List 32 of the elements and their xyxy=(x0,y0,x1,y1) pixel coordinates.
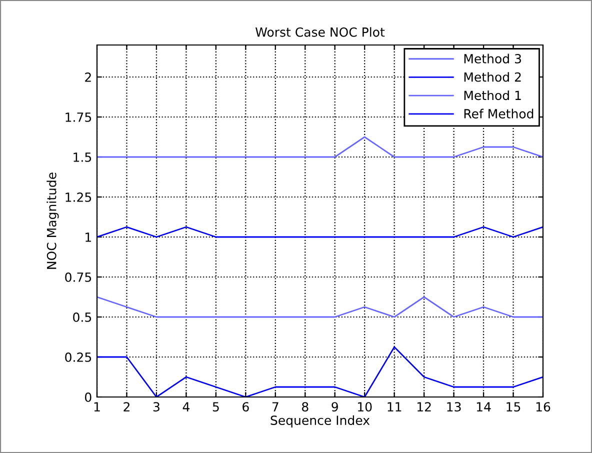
y-tick-label: 1.25 xyxy=(66,192,92,202)
y-tick-label: 0 xyxy=(85,392,92,402)
x-tick-label: 7 xyxy=(272,402,278,412)
x-tick-label: 9 xyxy=(332,402,338,412)
y-tick-label: 1.75 xyxy=(66,112,92,122)
y-tick-label: 1 xyxy=(86,232,91,242)
legend-label: Method 3 xyxy=(464,54,521,64)
legend-label: Ref Method xyxy=(464,108,534,118)
y-axis-title: NOC Magnitude xyxy=(46,172,59,269)
x-tick-label: 3 xyxy=(153,402,160,412)
legend-label: Method 1 xyxy=(464,90,521,100)
y-tick-label: 0.5 xyxy=(73,312,92,322)
chart-title: Worst Case NOC Plot xyxy=(256,27,385,37)
x-tick-label: 15 xyxy=(506,402,520,412)
x-tick-label: 12 xyxy=(417,402,431,412)
x-tick-label: 6 xyxy=(242,402,249,412)
x-tick-label: 5 xyxy=(212,402,219,412)
x-tick-label: 14 xyxy=(476,402,491,412)
x-tick-label: 16 xyxy=(536,402,550,412)
y-tick-label: 0.25 xyxy=(65,352,92,362)
x-tick-label: 4 xyxy=(182,402,190,412)
y-tick-label: 2 xyxy=(85,72,91,82)
x-tick-label: 8 xyxy=(302,402,308,412)
legend-label: Method 2 xyxy=(464,72,521,82)
x-tick-label: 13 xyxy=(447,402,461,412)
y-tick-label: 0.75 xyxy=(65,272,92,282)
x-axis-title: Sequence Index xyxy=(270,415,370,428)
y-tick-label: 1.5 xyxy=(74,152,92,162)
x-tick-label: 1 xyxy=(94,402,100,412)
x-tick-label: 2 xyxy=(124,402,130,412)
x-tick-label: 11 xyxy=(388,402,402,412)
x-tick-label: 10 xyxy=(358,402,372,412)
